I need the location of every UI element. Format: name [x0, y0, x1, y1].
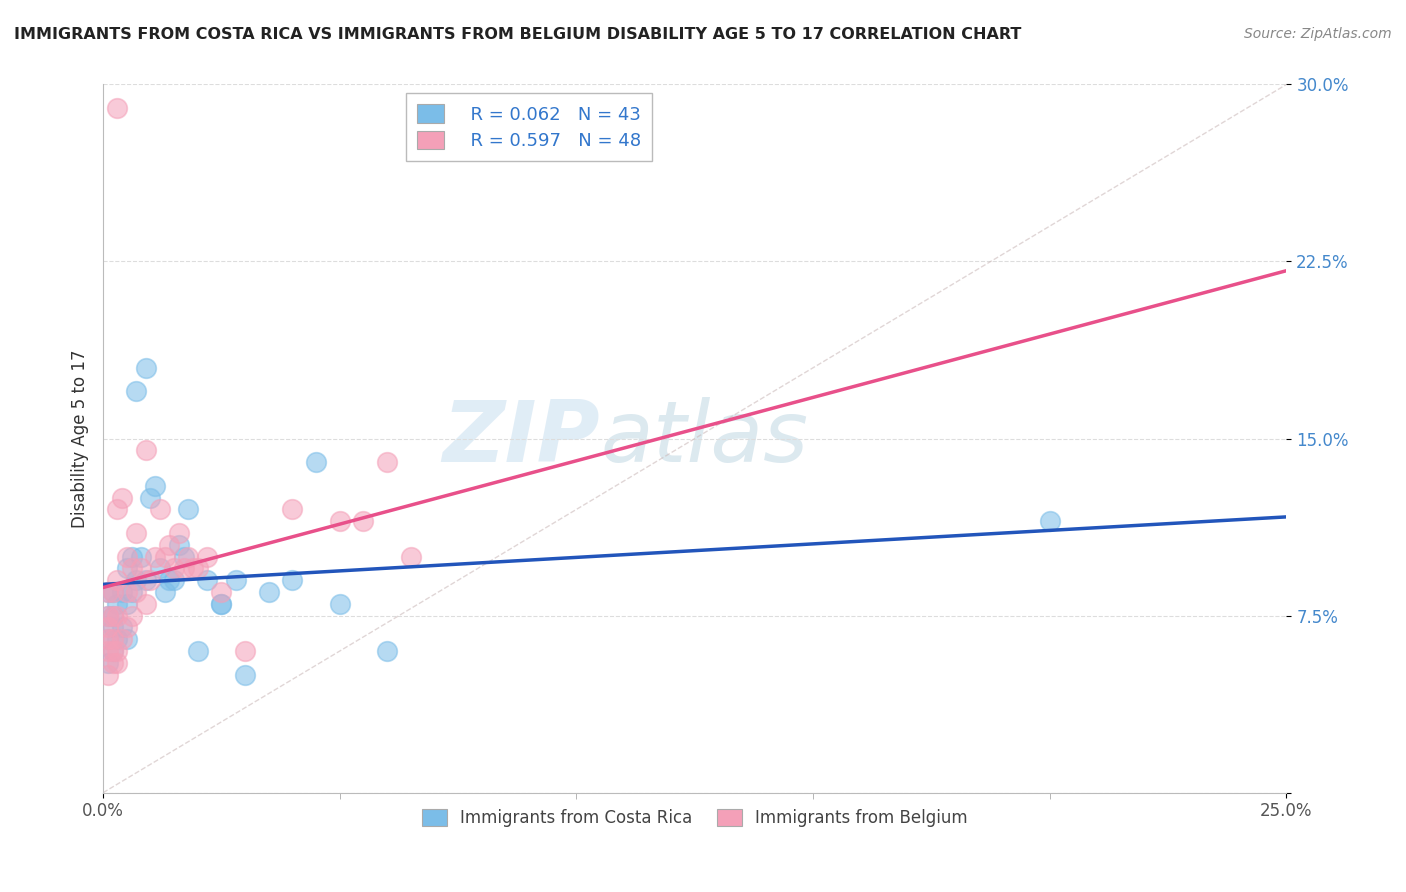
Point: [121, 549, 143, 564]
Point: [105, 502, 128, 516]
Point: [139, 573, 162, 587]
Point: [125, 585, 148, 599]
Point: [187, 644, 209, 658]
Point: [135, 597, 157, 611]
Point: [163, 573, 186, 587]
Point: [167, 526, 190, 541]
Point: [157, 538, 180, 552]
Point: [101, 608, 124, 623]
Point: [121, 585, 143, 599]
Point: [105, 573, 128, 587]
Point: [97, 644, 120, 658]
Point: [399, 549, 422, 564]
Point: [181, 561, 204, 575]
Text: ZIP: ZIP: [443, 397, 600, 480]
Point: [375, 455, 398, 469]
Point: [115, 597, 138, 611]
Point: [139, 491, 162, 505]
Point: [121, 561, 143, 575]
Point: [97, 585, 120, 599]
Point: [233, 644, 256, 658]
Point: [97, 620, 120, 634]
Point: [97, 585, 120, 599]
Point: [233, 667, 256, 681]
Point: [211, 585, 233, 599]
Point: [257, 585, 280, 599]
Point: [105, 632, 128, 647]
Point: [195, 549, 218, 564]
Point: [105, 608, 128, 623]
Point: [177, 502, 200, 516]
Point: [105, 656, 128, 670]
Point: [97, 632, 120, 647]
Point: [163, 561, 186, 575]
Point: [149, 561, 172, 575]
Point: [101, 632, 124, 647]
Point: [149, 502, 172, 516]
Point: [187, 561, 209, 575]
Point: [135, 443, 157, 458]
Point: [281, 502, 304, 516]
Point: [101, 585, 124, 599]
Point: [329, 514, 352, 528]
Point: [135, 573, 157, 587]
Point: [97, 608, 120, 623]
Point: [129, 561, 152, 575]
Point: [211, 597, 233, 611]
Point: [101, 585, 124, 599]
Point: [101, 644, 124, 658]
Point: [101, 644, 124, 658]
Text: atlas: atlas: [600, 397, 808, 480]
Point: [167, 538, 190, 552]
Point: [1039, 514, 1062, 528]
Point: [97, 656, 120, 670]
Point: [111, 585, 134, 599]
Point: [225, 573, 247, 587]
Y-axis label: Disability Age 5 to 17: Disability Age 5 to 17: [72, 350, 89, 528]
Point: [173, 561, 195, 575]
Point: [125, 384, 148, 399]
Point: [153, 549, 176, 564]
Point: [129, 549, 152, 564]
Point: [195, 573, 218, 587]
Point: [305, 455, 328, 469]
Point: [97, 667, 120, 681]
Point: [211, 597, 233, 611]
Point: [115, 549, 138, 564]
Point: [111, 491, 134, 505]
Point: [101, 620, 124, 634]
Point: [353, 514, 375, 528]
Point: [143, 549, 166, 564]
Point: [121, 608, 143, 623]
Point: [115, 561, 138, 575]
Point: [97, 608, 120, 623]
Point: [105, 644, 128, 658]
Point: [97, 632, 120, 647]
Point: [375, 644, 398, 658]
Point: [157, 573, 180, 587]
Point: [111, 620, 134, 634]
Point: [173, 549, 195, 564]
Point: [125, 573, 148, 587]
Point: [115, 632, 138, 647]
Point: [101, 656, 124, 670]
Legend: Immigrants from Costa Rica, Immigrants from Belgium: Immigrants from Costa Rica, Immigrants f…: [415, 803, 974, 834]
Point: [105, 101, 128, 115]
Point: [115, 620, 138, 634]
Point: [125, 526, 148, 541]
Point: [177, 549, 200, 564]
Point: [281, 573, 304, 587]
Point: [115, 585, 138, 599]
Point: [105, 597, 128, 611]
Point: [143, 479, 166, 493]
Point: [101, 608, 124, 623]
Text: IMMIGRANTS FROM COSTA RICA VS IMMIGRANTS FROM BELGIUM DISABILITY AGE 5 TO 17 COR: IMMIGRANTS FROM COSTA RICA VS IMMIGRANTS…: [14, 27, 1021, 42]
Point: [135, 360, 157, 375]
Point: [153, 585, 176, 599]
Text: Source: ZipAtlas.com: Source: ZipAtlas.com: [1244, 27, 1392, 41]
Point: [111, 632, 134, 647]
Point: [329, 597, 352, 611]
